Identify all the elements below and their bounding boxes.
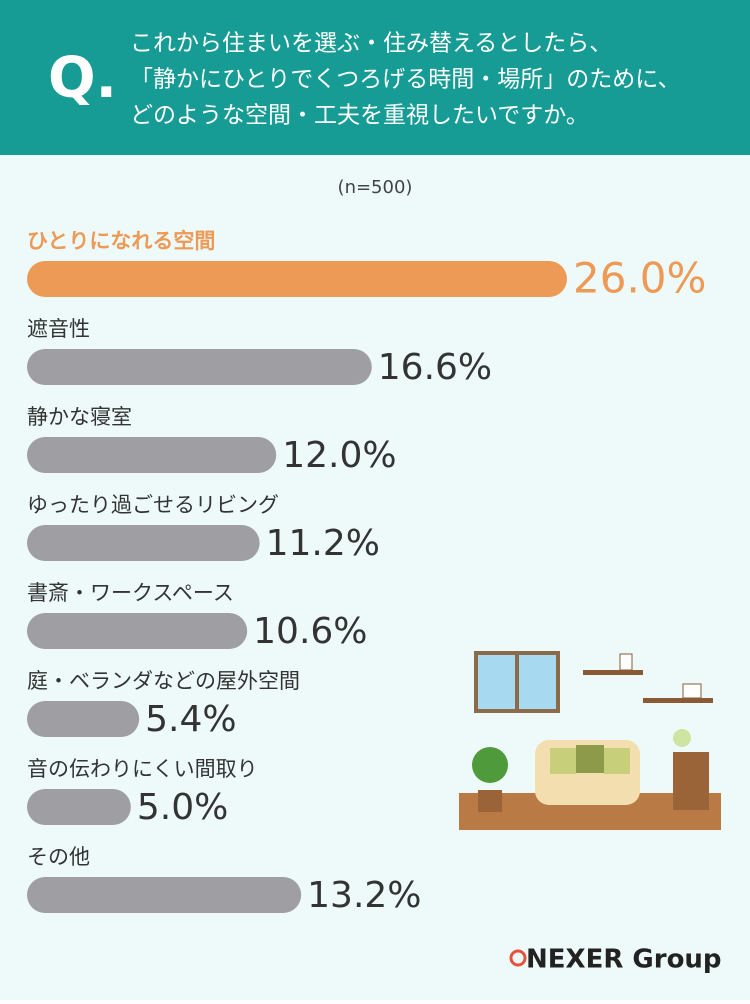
value-label: 10.6% bbox=[253, 611, 367, 652]
bar bbox=[27, 701, 140, 737]
title-line: これから住まいを選ぶ・住み替えるとしたら、 bbox=[130, 31, 612, 57]
value-label: 12.0% bbox=[282, 435, 396, 476]
category-label: 庭・ベランダなどの屋外空間 bbox=[27, 669, 300, 693]
logo-icon bbox=[509, 949, 527, 967]
category-label: 書斎・ワークスペース bbox=[27, 581, 234, 605]
bar bbox=[27, 877, 302, 913]
category-label: ゆったり過ごせるリビング bbox=[27, 493, 279, 517]
bar bbox=[27, 613, 248, 649]
value-label: 5.0% bbox=[137, 787, 228, 828]
header bbox=[0, 0, 750, 155]
bar bbox=[27, 349, 372, 385]
bar bbox=[27, 437, 277, 473]
category-label: ひとりになれる空間 bbox=[27, 229, 215, 253]
bar bbox=[27, 525, 260, 561]
category-label: 静かな寝室 bbox=[27, 405, 132, 429]
q-badge: Q. bbox=[48, 46, 117, 111]
illustration bbox=[459, 651, 721, 830]
bar bbox=[27, 789, 131, 825]
title-line: 「静かにひとりでくつろげる時間・場所」のために、 bbox=[130, 67, 681, 93]
value-label: 13.2% bbox=[307, 875, 421, 916]
value-label: 5.4% bbox=[145, 699, 236, 740]
value-label: 16.6% bbox=[378, 347, 492, 388]
logo: NEXER Group bbox=[526, 945, 722, 975]
category-label: その他 bbox=[27, 845, 90, 869]
bar bbox=[27, 261, 567, 297]
value-label: 26.0% bbox=[573, 254, 706, 303]
value-label: 11.2% bbox=[266, 523, 380, 564]
title-line: どのような空間・工夫を重視したいですか。 bbox=[130, 103, 589, 129]
category-label: 音の伝わりにくい間取り bbox=[27, 757, 258, 781]
category-label: 遮音性 bbox=[27, 317, 90, 341]
subtitle: (n=500) bbox=[338, 177, 413, 198]
